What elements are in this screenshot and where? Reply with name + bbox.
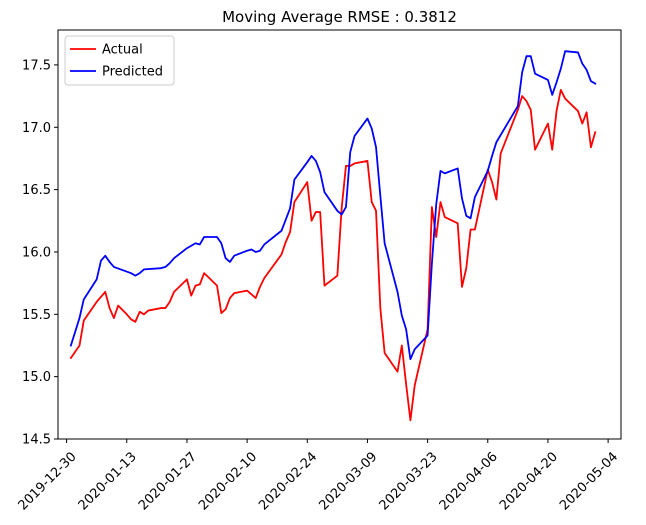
plot-lines xyxy=(69,50,597,422)
legend-label-actual: Actual xyxy=(102,43,143,58)
y-tick-label: 17.0 xyxy=(22,121,51,136)
y-tick-label: 16.5 xyxy=(22,183,51,198)
y-axis: 14.5 15.0 15.5 16.0 16.5 17.0 17.5 xyxy=(22,58,58,448)
y-tick-label: 17.5 xyxy=(22,58,51,73)
x-tick-label: 2020-02-24 xyxy=(256,449,320,513)
x-axis: 2019-12-302020-01-132020-01-272020-02-10… xyxy=(16,439,621,513)
series-line-predicted xyxy=(69,50,597,361)
legend-label-predicted: Predicted xyxy=(102,65,163,80)
series-line-actual xyxy=(69,88,597,422)
x-tick-label: 2020-01-13 xyxy=(76,449,140,513)
y-tick-label: 14.5 xyxy=(22,433,51,448)
y-tick-label: 15.0 xyxy=(22,370,51,385)
plot-frame xyxy=(57,29,622,440)
x-tick-label: 2020-03-09 xyxy=(316,449,380,513)
x-tick-label: 2020-02-10 xyxy=(196,449,260,513)
x-tick-label: 2020-04-06 xyxy=(437,449,501,513)
legend: Actual Predicted xyxy=(64,35,175,86)
y-tick-label: 15.5 xyxy=(22,308,51,323)
x-tick-label: 2020-03-23 xyxy=(377,449,441,513)
y-tick-label: 16.0 xyxy=(22,245,51,260)
x-tick-label: 2020-01-27 xyxy=(136,449,200,513)
x-tick-label: 2020-04-20 xyxy=(497,449,561,513)
chart-title: Moving Average RMSE : 0.3812 xyxy=(222,8,457,26)
x-tick-label: 2020-05-04 xyxy=(557,449,621,513)
x-tick-label: 2019-12-30 xyxy=(16,449,80,513)
